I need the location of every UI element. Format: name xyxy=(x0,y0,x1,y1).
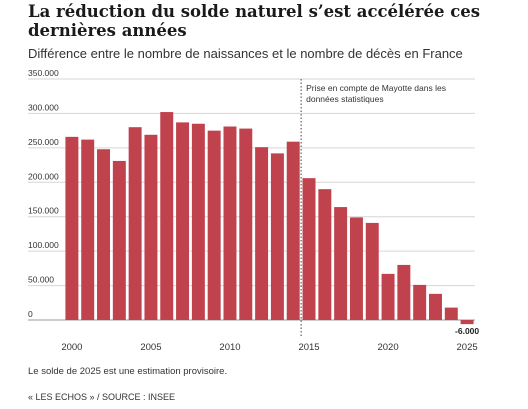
bar xyxy=(239,128,253,320)
bar xyxy=(349,217,363,320)
y-tick-label: 0 xyxy=(28,309,33,319)
bar xyxy=(302,178,316,320)
y-tick-label: 100.000 xyxy=(28,240,59,250)
annotations: Prise en compte de Mayotte dans lesdonné… xyxy=(300,79,479,338)
bar xyxy=(397,264,411,320)
bar xyxy=(460,320,474,325)
bar xyxy=(97,149,111,320)
bar xyxy=(365,222,379,320)
x-axis-ticks: 2000 2005 2010 2015 2020 2025 xyxy=(61,342,477,353)
y-tick-label: 350.000 xyxy=(28,68,59,78)
bar xyxy=(255,147,269,320)
y-tick-label: 150.000 xyxy=(28,206,59,216)
y-tick-label: 200.000 xyxy=(28,171,59,181)
bar xyxy=(286,141,300,320)
y-tick-label: 300.000 xyxy=(28,102,59,112)
chart-title: La réduction du solde naturel s’est accé… xyxy=(28,2,481,40)
x-tick-label: 2000 xyxy=(61,342,82,353)
bar xyxy=(334,207,348,320)
bar xyxy=(270,153,284,320)
x-tick-label: 2025 xyxy=(457,342,478,353)
chart-subtitle: Différence entre le nombre de naissances… xyxy=(28,46,463,61)
x-tick-label: 2010 xyxy=(219,342,240,353)
bar xyxy=(112,160,126,320)
bar xyxy=(128,127,142,320)
bar xyxy=(81,139,95,320)
bars xyxy=(65,112,474,325)
x-tick-label: 2020 xyxy=(377,342,398,353)
bar xyxy=(223,126,237,320)
annotation-text: Prise en compte de Mayotte dans les xyxy=(306,83,446,93)
bar xyxy=(191,123,205,320)
chart-note: Le solde de 2025 est une estimation prov… xyxy=(28,366,228,377)
bar xyxy=(160,112,174,321)
bar xyxy=(176,122,190,320)
y-tick-label: 50.000 xyxy=(28,275,54,285)
bar xyxy=(65,136,79,320)
x-tick-label: 2015 xyxy=(298,342,319,353)
bar xyxy=(144,134,158,320)
x-tick-label: 2005 xyxy=(140,342,161,353)
chart-source: « LES ECHOS » / SOURCE : INSEE xyxy=(28,392,176,402)
annotation-text: données statistiques xyxy=(306,94,384,104)
y-axis-ticks: 0 50.000 100.000 150.000 200.000 250.000 300.0… xyxy=(28,68,59,319)
bar xyxy=(318,189,332,320)
bar xyxy=(444,307,458,320)
y-tick-label: 250.000 xyxy=(28,137,59,147)
bar xyxy=(428,293,442,320)
bar xyxy=(381,273,395,320)
data-label: -6.000 xyxy=(455,326,479,336)
bar xyxy=(207,130,221,320)
bar xyxy=(413,284,427,320)
